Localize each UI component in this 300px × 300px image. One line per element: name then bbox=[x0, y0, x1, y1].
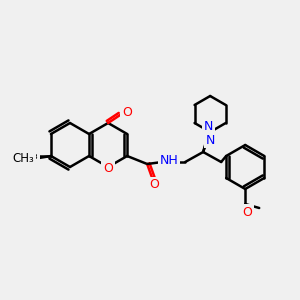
Text: CH₃: CH₃ bbox=[12, 152, 34, 166]
Text: O: O bbox=[242, 206, 252, 218]
Text: O: O bbox=[103, 161, 113, 175]
Text: O: O bbox=[149, 178, 159, 191]
Text: N: N bbox=[203, 119, 213, 133]
Text: O: O bbox=[122, 106, 132, 119]
Text: N: N bbox=[206, 134, 215, 146]
Text: CH₃: CH₃ bbox=[18, 151, 38, 161]
Text: NH: NH bbox=[160, 154, 178, 167]
